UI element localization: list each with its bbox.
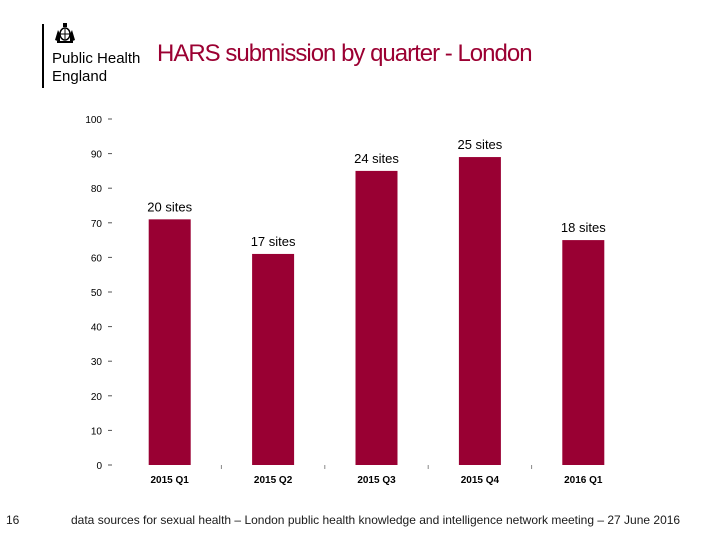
bars: 20 sites 17 sites 24 sites 25 sites 18 sites: [147, 137, 606, 465]
y-tick-label: 70: [91, 219, 103, 230]
logo-text-line2: England: [52, 68, 108, 85]
y-tick-label: 20: [91, 392, 103, 403]
bar-2016-q1: [562, 240, 605, 465]
x-tick-label: 2015 Q3: [357, 475, 396, 486]
page-number: 16: [6, 513, 20, 527]
data-label: 24 sites: [354, 151, 399, 166]
x-axis: 2015 Q1 2015 Q2 2015 Q3 2015 Q4 2016 Q1: [151, 465, 603, 486]
royal-coat-of-arms-icon: [55, 23, 75, 43]
footer-source: data sources for sexual health – London …: [71, 513, 681, 527]
x-tick-label: 2015 Q2: [254, 475, 293, 486]
data-label: 18 sites: [561, 220, 606, 235]
bar-2015-q3: [355, 170, 398, 465]
y-tick-label: 80: [91, 184, 103, 195]
bar-2015-q1: [148, 219, 191, 465]
data-label: 17 sites: [251, 234, 296, 249]
x-tick-label: 2015 Q1: [151, 475, 190, 486]
y-tick-label: 90: [91, 150, 103, 161]
x-tick-label: 2015 Q4: [461, 475, 500, 486]
bar-2015-q4: [458, 157, 501, 465]
x-tick-label: 2016 Q1: [564, 475, 603, 486]
y-tick-label: 100: [85, 115, 102, 126]
data-label: 20 sites: [147, 199, 192, 214]
y-tick-label: 10: [91, 426, 103, 437]
y-tick-label: 60: [91, 253, 103, 264]
phe-logo: Public Health England: [42, 22, 152, 90]
y-tick-label: 0: [96, 461, 102, 472]
slide-title: HARS submission by quarter - London: [157, 40, 533, 67]
logo-divider: [42, 24, 44, 88]
y-tick-label: 30: [91, 357, 103, 368]
y-tick-label: 50: [91, 288, 103, 299]
y-axis: 0 10 20 30 40 50 60 70 80 90 100: [85, 115, 112, 472]
y-tick-label: 40: [91, 323, 103, 334]
logo-text-line1: Public Health: [52, 50, 141, 67]
bar-2015-q2: [252, 253, 295, 465]
data-label: 25 sites: [457, 137, 502, 152]
